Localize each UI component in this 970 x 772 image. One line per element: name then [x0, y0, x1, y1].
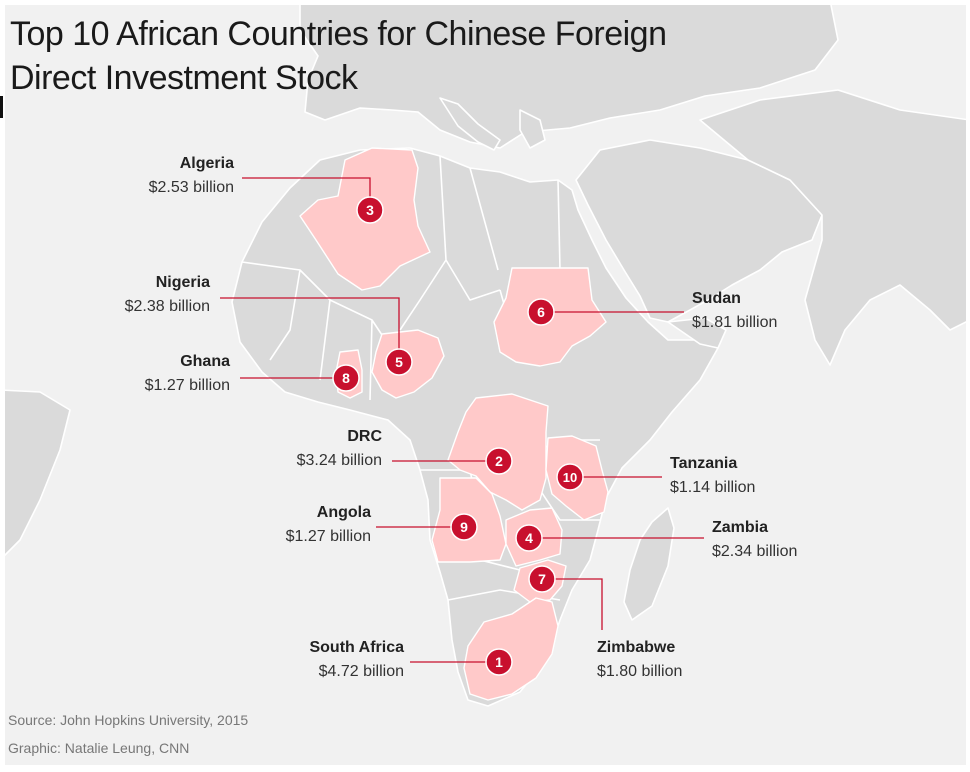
- marker-nigeria: 5: [385, 348, 413, 376]
- edge-tick: [0, 96, 3, 118]
- label-south-africa: South Africa $4.72 billion: [309, 636, 404, 684]
- country-value: $2.53 billion: [148, 179, 234, 196]
- svg-text:10: 10: [563, 470, 577, 485]
- country-name: Nigeria: [155, 274, 210, 291]
- marker-south-africa: 1: [485, 648, 513, 676]
- marker-sudan: 6: [527, 298, 555, 326]
- frame-bottom: [0, 765, 970, 772]
- leader-lines: [220, 177, 704, 663]
- svg-text:6: 6: [537, 304, 545, 320]
- source-credit: Source: John Hopkins University, 2015: [8, 712, 249, 728]
- country-value: $1.14 billion: [670, 479, 756, 496]
- leader-nigeria: [220, 297, 400, 360]
- label-zimbabwe: Zimbabwe $1.80 billion: [597, 636, 682, 684]
- country-value: $1.80 billion: [597, 663, 683, 680]
- country-name: Algeria: [179, 155, 234, 172]
- label-nigeria: Nigeria $2.38 billion: [125, 271, 210, 319]
- frame-right: [966, 0, 970, 772]
- label-algeria: Algeria $2.53 billion: [149, 152, 234, 200]
- country-value: $1.81 billion: [692, 314, 778, 331]
- label-drc: DRC $3.24 billion: [297, 425, 382, 473]
- label-angola: Angola $1.27 billion: [286, 501, 371, 549]
- title-line-2: Direct Investment Stock: [10, 59, 358, 97]
- marker-angola: 9: [450, 513, 478, 541]
- label-zambia: Zambia $2.34 billion: [712, 516, 797, 564]
- country-name: Tanzania: [670, 455, 738, 472]
- rank-markers: 1 2 3 4 5 6 7 8 9: [332, 196, 584, 676]
- land-italy: [439, 97, 501, 151]
- country-value: $3.24 billion: [296, 452, 382, 469]
- marker-tanzania: 10: [556, 463, 584, 491]
- land-madagascar: [623, 507, 675, 621]
- svg-text:2: 2: [495, 453, 503, 469]
- svg-text:4: 4: [525, 530, 533, 546]
- land-greece: [519, 109, 546, 149]
- page-title: Top 10 African Countries for Chinese For…: [10, 12, 667, 100]
- country-name: Ghana: [180, 353, 230, 370]
- title-line-1: Top 10 African Countries for Chinese For…: [10, 15, 667, 53]
- marker-algeria: 3: [356, 196, 384, 224]
- country-value: $2.38 billion: [124, 298, 210, 315]
- svg-text:1: 1: [495, 654, 503, 670]
- country-name: Angola: [316, 504, 371, 521]
- leader-zimbabwe: [542, 578, 603, 630]
- country-name: South Africa: [309, 639, 404, 656]
- graphic-credit: Graphic: Natalie Leung, CNN: [8, 740, 190, 756]
- country-name: Zimbabwe: [597, 639, 676, 656]
- marker-zambia: 4: [515, 524, 543, 552]
- country-value: $4.72 billion: [318, 663, 404, 680]
- land-arabia-horn: [667, 317, 727, 349]
- country-value: $1.27 billion: [144, 377, 230, 394]
- frame-left: [0, 0, 5, 772]
- country-value: $2.34 billion: [712, 543, 798, 560]
- land-south-america: [0, 389, 71, 561]
- label-tanzania: Tanzania $1.14 billion: [670, 452, 755, 500]
- svg-text:9: 9: [460, 519, 468, 535]
- svg-text:7: 7: [538, 571, 546, 587]
- marker-drc: 2: [485, 447, 513, 475]
- land-asia: [699, 89, 970, 366]
- frame-top: [0, 0, 970, 5]
- svg-text:8: 8: [342, 370, 350, 386]
- country-south-africa: [463, 597, 559, 701]
- svg-text:5: 5: [395, 354, 403, 370]
- marker-zimbabwe: 7: [528, 565, 556, 593]
- country-name: Sudan: [692, 290, 741, 307]
- label-sudan: Sudan $1.81 billion: [692, 287, 777, 335]
- label-ghana: Ghana $1.27 billion: [145, 350, 230, 398]
- country-value: $1.27 billion: [285, 528, 371, 545]
- country-name: Zambia: [712, 519, 769, 536]
- country-name: DRC: [347, 428, 382, 445]
- svg-text:3: 3: [366, 202, 374, 218]
- marker-ghana: 8: [332, 364, 360, 392]
